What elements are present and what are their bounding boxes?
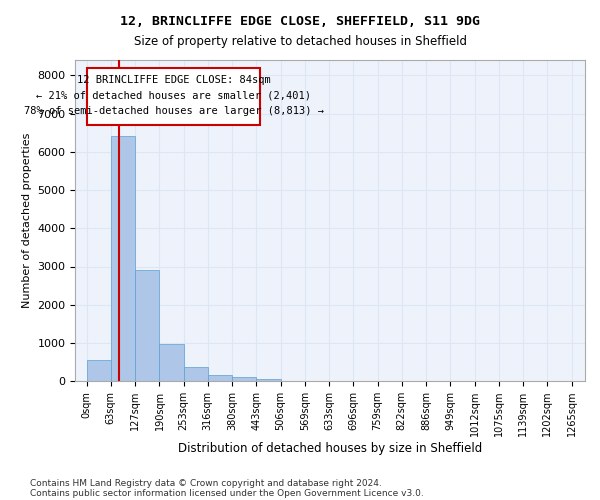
Bar (86, 360, 111, 381)
Bar (256, 378, 281, 381)
Bar (136, 270, 160, 381)
Bar (111, 136, 135, 381)
Text: Size of property relative to detached houses in Sheffield: Size of property relative to detached ho… (133, 35, 467, 48)
Text: 12, BRINCLIFFE EDGE CLOSE, SHEFFIELD, S11 9DG: 12, BRINCLIFFE EDGE CLOSE, SHEFFIELD, S1… (120, 15, 480, 28)
Bar (232, 378, 256, 381)
Y-axis label: Number of detached properties: Number of detached properties (22, 133, 32, 308)
Text: Contains HM Land Registry data © Crown copyright and database right 2024.: Contains HM Land Registry data © Crown c… (30, 478, 382, 488)
FancyBboxPatch shape (88, 68, 260, 125)
Text: 78% of semi-detached houses are larger (8,813) →: 78% of semi-detached houses are larger (… (23, 106, 323, 116)
Text: Contains public sector information licensed under the Open Government Licence v3: Contains public sector information licen… (30, 488, 424, 498)
Bar (160, 344, 184, 381)
Bar (184, 367, 208, 381)
X-axis label: Distribution of detached houses by size in Sheffield: Distribution of detached houses by size … (178, 442, 482, 455)
Text: 12 BRINCLIFFE EDGE CLOSE: 84sqm: 12 BRINCLIFFE EDGE CLOSE: 84sqm (77, 76, 271, 86)
Text: ← 21% of detached houses are smaller (2,401): ← 21% of detached houses are smaller (2,… (36, 90, 311, 101)
Bar (208, 375, 232, 381)
